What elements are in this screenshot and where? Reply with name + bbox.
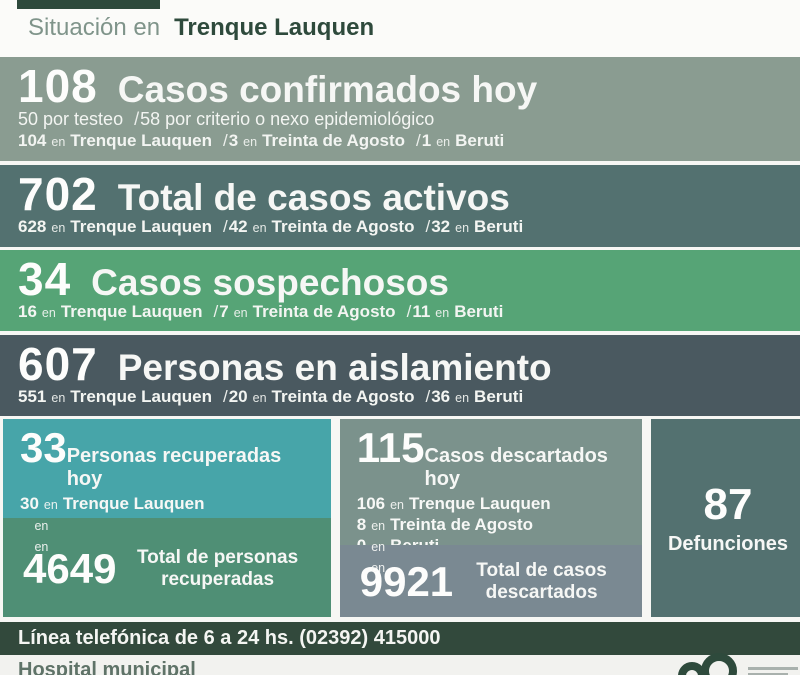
stat-value: 4649 xyxy=(23,544,117,592)
stat-title: Casos sospechosos xyxy=(91,262,449,303)
stat-title: Casos confirmados hoy xyxy=(117,69,538,110)
breakdown-line: 551 en Trenque Lauquen/20 en Treinta de Agos… xyxy=(18,387,524,406)
logo-caption xyxy=(748,667,798,675)
hospital-label: Hospital municipal xyxy=(18,659,196,675)
stat-title: Defunciones xyxy=(667,532,788,555)
breakdown-line: 628 en Trenque Lauquen/42 en Treinta de Agos… xyxy=(18,217,524,236)
header: Situación en Trenque Lauquen xyxy=(0,0,800,57)
municipality-logo-icon xyxy=(701,653,737,675)
stat-value: 34 xyxy=(18,253,72,305)
stat-title: Total de casos activos xyxy=(117,177,510,218)
stat-title: Personas en aislamiento xyxy=(117,347,552,388)
footer: Hospital municipal xyxy=(0,653,800,675)
stat-card-active: 702 Total de casos activos 628 en Trenque … xyxy=(0,165,800,247)
stat-headline: 702 Total de casos activos xyxy=(18,171,786,217)
detail-line: 50 por testeo/58 por criterio o nexo epi… xyxy=(18,109,435,129)
top-accent-bar xyxy=(17,0,160,9)
breakdown-line: 16 en Trenque Lauquen/7 en Treinta de Agosto… xyxy=(18,302,504,321)
stat-value: 9921 xyxy=(359,558,454,605)
title-prefix: Situación en xyxy=(28,14,161,41)
stat-card-recovered-today: 33 Personas recuperadas hoy 30 en Trenque … xyxy=(3,419,331,555)
stat-value: 108 xyxy=(18,60,98,112)
stat-headline: 607 Personas en aislamiento xyxy=(18,341,786,387)
page-title: Situación en Trenque Lauquen xyxy=(28,14,374,42)
stat-card-suspected: 34 Casos sospechosos 16 en Trenque Lauquen… xyxy=(0,250,800,331)
stat-title: Personas recuperadas hoy xyxy=(66,445,282,490)
stat-card-isolation: 607 Personas en aislamiento 551 en Trenque… xyxy=(0,335,800,416)
stat-headline: 34 Casos sospechosos xyxy=(18,256,786,302)
title-location: Trenque Lauquen xyxy=(174,14,375,41)
stat-value: 115 xyxy=(356,424,425,471)
phone-line-text: Línea telefónica de 6 a 24 hs. (02392) 4… xyxy=(18,627,441,649)
breakdown-line: 104 en Trenque Lauquen/3 en Treinta de Agost… xyxy=(18,131,505,150)
phone-line-bar: Línea telefónica de 6 a 24 hs. (02392) 4… xyxy=(0,622,800,655)
stat-headline: 108 Casos confirmados hoy xyxy=(18,63,786,109)
bottom-grid: 33 Personas recuperadas hoy 30 en Trenque … xyxy=(0,419,800,617)
stat-card-discarded-today: 115 Casos descartados hoy 106 en Trenque L… xyxy=(339,419,642,576)
stat-card-recovered-total: 4649 Total de personas recuperadas xyxy=(3,518,331,617)
stat-card-discarded-total: 9921 Total de casos descartados xyxy=(339,545,642,617)
stat-value: 702 xyxy=(18,168,98,220)
stat-value: 607 xyxy=(18,338,98,390)
stat-title: Casos descartados hoy xyxy=(424,445,608,490)
stat-value: 87 xyxy=(703,479,753,529)
stat-title: Total de personas recuperadas xyxy=(136,546,299,590)
stat-card-deaths: 87 Defunciones xyxy=(650,419,800,617)
stat-title: Total de casos descartados xyxy=(476,560,607,603)
stat-value: 33 xyxy=(20,424,67,471)
stat-card-confirmed: 108 Casos confirmados hoy 50 por testeo /… xyxy=(0,57,800,161)
